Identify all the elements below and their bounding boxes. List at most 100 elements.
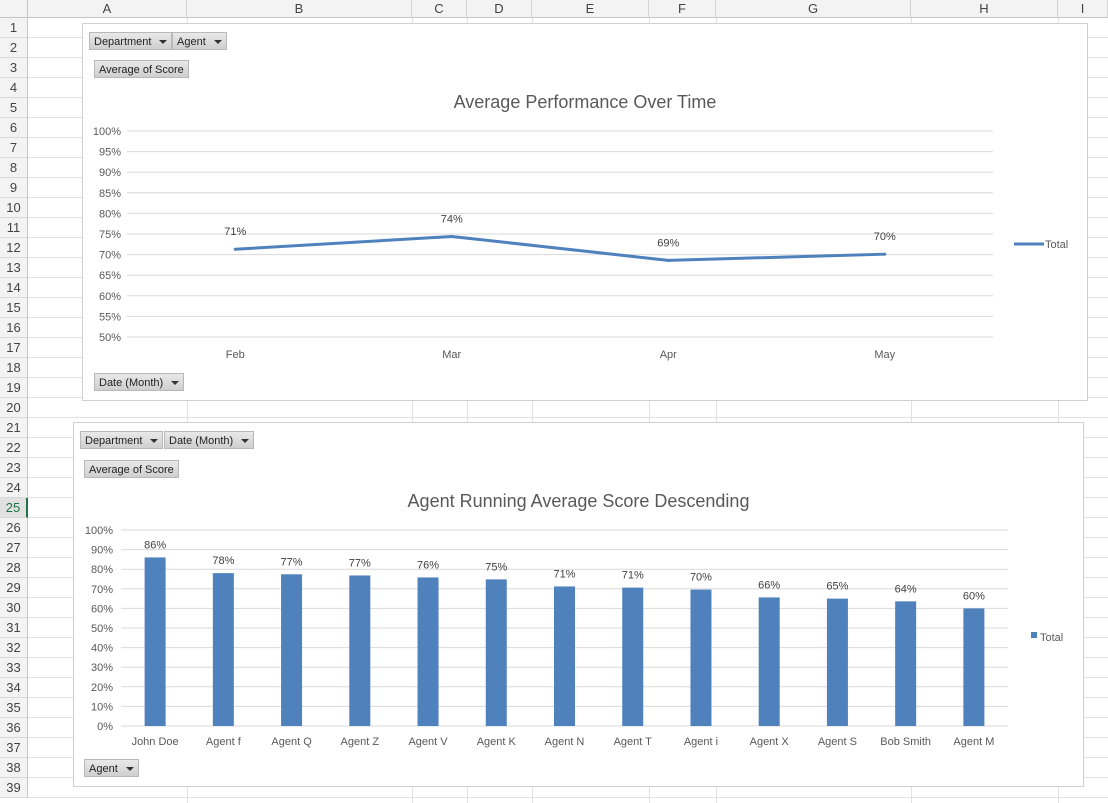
data-label: 70%	[690, 572, 712, 584]
data-label: 70%	[874, 231, 896, 243]
column-header[interactable]: E	[532, 0, 649, 18]
value-field-label: Average of Score	[89, 464, 174, 476]
row-header[interactable]: 14	[0, 278, 28, 298]
x-tick-label: Mar	[442, 349, 461, 361]
row-header[interactable]: 36	[0, 718, 28, 738]
department-filter-button[interactable]: Department	[89, 32, 173, 50]
axis-field-button[interactable]: Agent	[84, 759, 139, 777]
column-gridline	[1058, 18, 1059, 803]
row-header[interactable]: 28	[0, 558, 28, 578]
row-header[interactable]: 19	[0, 378, 28, 398]
axis-field-label: Agent	[89, 763, 118, 775]
axis-field-label: Date (Month)	[99, 377, 164, 389]
row-header[interactable]: 38	[0, 758, 28, 778]
department-filter-label: Department	[94, 36, 152, 48]
x-tick-label: May	[874, 349, 895, 361]
row-header[interactable]: 5	[0, 98, 28, 118]
row-header[interactable]: 12	[0, 238, 28, 258]
y-tick-label: 20%	[91, 682, 113, 694]
row-header[interactable]: 4	[0, 78, 28, 98]
row-header[interactable]: 27	[0, 538, 28, 558]
data-label: 60%	[963, 590, 985, 602]
y-tick-label: 95%	[99, 147, 121, 159]
row-header[interactable]: 23	[0, 458, 28, 478]
axis-field-button[interactable]: Date (Month)	[94, 373, 185, 391]
row-header[interactable]: 34	[0, 678, 28, 698]
x-tick-label: Agent f	[206, 736, 242, 748]
y-tick-label: 40%	[91, 643, 113, 655]
row-header[interactable]: 33	[0, 658, 28, 678]
dropdown-arrow-icon	[241, 439, 250, 444]
row-header[interactable]: 16	[0, 318, 28, 338]
data-label: 77%	[281, 556, 303, 568]
row-header[interactable]: 13	[0, 258, 28, 278]
y-tick-label: 30%	[91, 662, 113, 674]
row-header[interactable]: 20	[0, 398, 28, 418]
column-header[interactable]: B	[187, 0, 412, 18]
value-field-button[interactable]: Average of Score	[84, 460, 179, 478]
column-header[interactable]: I	[1058, 0, 1108, 18]
y-tick-label: 55%	[99, 311, 121, 323]
data-label: 69%	[657, 237, 679, 249]
row-header[interactable]: 7	[0, 138, 28, 158]
row-header[interactable]: 24	[0, 478, 28, 498]
x-tick-label: Apr	[660, 349, 677, 361]
row-header[interactable]: 25	[0, 498, 28, 518]
date-filter-button[interactable]: Date (Month)	[164, 431, 255, 449]
row-header[interactable]: 6	[0, 118, 28, 138]
select-all-corner[interactable]	[0, 0, 28, 18]
column-header[interactable]: H	[911, 0, 1058, 18]
data-label: 74%	[441, 213, 463, 225]
row-header[interactable]: 8	[0, 158, 28, 178]
data-label: 71%	[224, 226, 246, 238]
row-header[interactable]: 11	[0, 218, 28, 238]
data-label: 71%	[622, 570, 644, 582]
row-header[interactable]: 26	[0, 518, 28, 538]
department-filter-button[interactable]: Department	[80, 431, 164, 449]
agent-filter-button[interactable]: Agent	[172, 32, 227, 50]
row-header[interactable]: 9	[0, 178, 28, 198]
x-tick-label: Feb	[226, 349, 245, 361]
column-header[interactable]: D	[467, 0, 532, 18]
data-label: 75%	[485, 561, 507, 573]
row-header[interactable]: 18	[0, 358, 28, 378]
data-label: 65%	[826, 581, 848, 593]
row-header[interactable]: 39	[0, 778, 28, 798]
x-tick-label: Bob Smith	[880, 736, 931, 748]
row-header[interactable]: 3	[0, 58, 28, 78]
row-header[interactable]: 35	[0, 698, 28, 718]
value-field-button[interactable]: Average of Score	[94, 60, 189, 78]
series-line-total	[235, 234, 885, 262]
pivot-bar-chart[interactable]: Department Date (Month) Average of Score…	[73, 422, 1084, 787]
y-tick-label: 80%	[99, 208, 121, 220]
column-header[interactable]: C	[412, 0, 467, 18]
row-header[interactable]: 30	[0, 598, 28, 618]
row-gridline	[28, 797, 1108, 798]
row-header[interactable]: 21	[0, 418, 28, 438]
row-header[interactable]: 32	[0, 638, 28, 658]
y-tick-label: 50%	[99, 332, 121, 344]
column-header[interactable]: G	[716, 0, 911, 18]
row-header[interactable]: 22	[0, 438, 28, 458]
row-header[interactable]: 2	[0, 38, 28, 58]
pivot-line-chart[interactable]: Department Agent Average of Score Averag…	[82, 23, 1088, 401]
data-label: 66%	[758, 579, 780, 591]
row-header[interactable]: 31	[0, 618, 28, 638]
row-header[interactable]: 37	[0, 738, 28, 758]
chart-title: Average Performance Over Time	[453, 92, 717, 112]
row-header[interactable]: 29	[0, 578, 28, 598]
bar	[826, 598, 848, 726]
row-header[interactable]: 17	[0, 338, 28, 358]
bar	[417, 577, 439, 726]
x-tick-label: Agent V	[408, 736, 448, 748]
legend-label: Total	[1040, 632, 1063, 644]
row-header[interactable]: 1	[0, 18, 28, 38]
column-header[interactable]: A	[28, 0, 187, 18]
row-header[interactable]: 10	[0, 198, 28, 218]
data-label: 71%	[553, 568, 575, 580]
row-header[interactable]: 15	[0, 298, 28, 318]
data-label: 76%	[417, 559, 439, 571]
y-tick-label: 0%	[97, 721, 113, 733]
data-point	[233, 247, 237, 251]
column-header[interactable]: F	[649, 0, 716, 18]
